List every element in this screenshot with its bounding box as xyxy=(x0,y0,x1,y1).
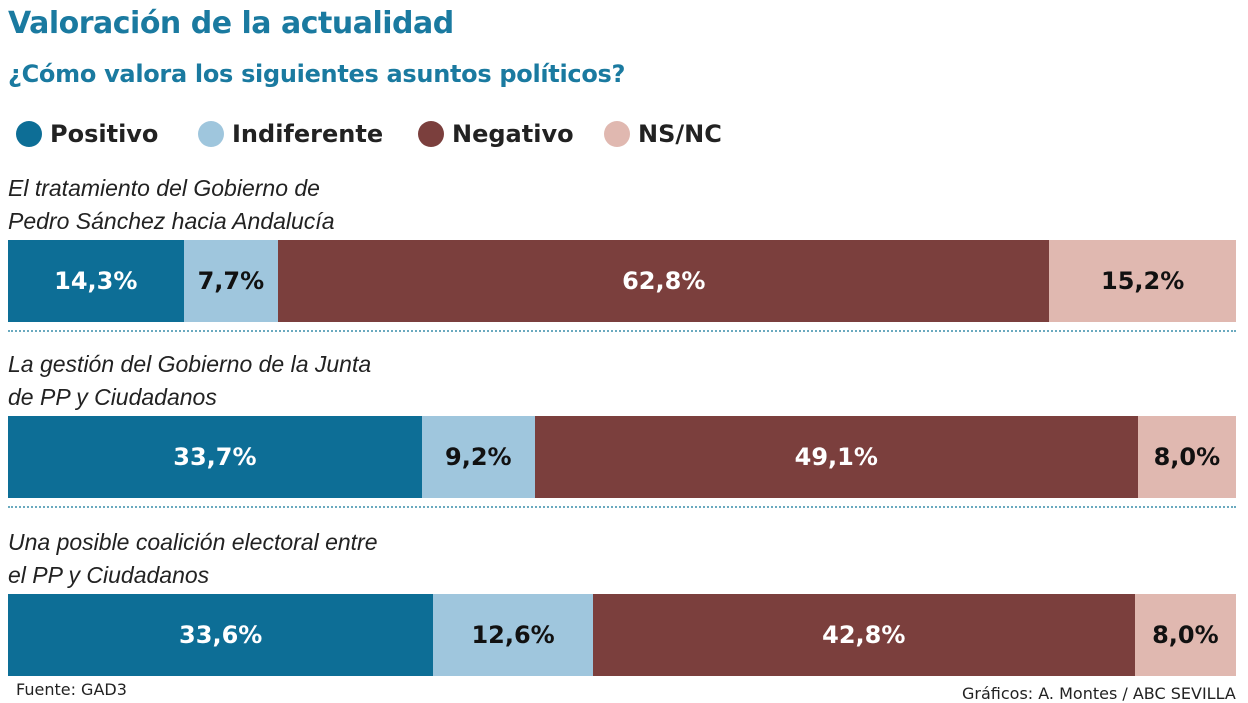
legend-label: NS/NC xyxy=(638,120,722,148)
value-label: 42,8% xyxy=(822,621,906,649)
value-label: 62,8% xyxy=(622,267,706,295)
category-label: Una posible coalición electoral entre el… xyxy=(8,529,378,588)
value-label: 33,6% xyxy=(179,621,263,649)
bar-segment: 14,3% xyxy=(8,240,184,322)
bar-segment: 8,0% xyxy=(1134,594,1236,676)
legend-swatch xyxy=(418,121,444,147)
legend-label: Positivo xyxy=(50,120,159,148)
legend-swatch xyxy=(16,121,42,147)
value-label: 15,2% xyxy=(1101,267,1185,295)
chart-title: Valoración de la actualidad xyxy=(8,6,454,41)
value-label: 33,7% xyxy=(173,443,257,471)
value-label: 8,0% xyxy=(1152,621,1219,649)
legend-label: Negativo xyxy=(452,120,574,148)
category-label: El tratamiento del Gobierno de Pedro Sán… xyxy=(8,175,335,234)
bar-segment: 33,7% xyxy=(8,416,422,498)
bar-segment: 9,2% xyxy=(421,416,535,498)
source: Fuente: GAD3 xyxy=(16,680,127,699)
value-label: 8,0% xyxy=(1153,443,1221,471)
bar-segment: 12,6% xyxy=(433,594,593,676)
bar-segment: 33,6% xyxy=(8,594,434,676)
bar-segment: 42,8% xyxy=(592,594,1135,676)
chart-subtitle: ¿Cómo valora los siguientes asuntos polí… xyxy=(8,60,626,88)
value-label: 12,6% xyxy=(471,621,555,649)
category-label: La gestión del Gobierno de la Junta de P… xyxy=(8,351,372,410)
bar-segment: 49,1% xyxy=(534,416,1138,498)
bar-segment: 8,0% xyxy=(1137,416,1236,498)
value-label: 7,7% xyxy=(197,267,265,295)
legend-item: Negativo xyxy=(418,120,574,148)
legend-item: NS/NC xyxy=(604,120,722,148)
credit: Gráficos: A. Montes / ABC SEVILLA xyxy=(962,684,1236,703)
value-label: 9,2% xyxy=(445,443,512,471)
value-label: 14,3% xyxy=(54,267,138,295)
legend-label: Indiferente xyxy=(232,120,384,148)
bar-segment: 62,8% xyxy=(278,240,1050,322)
legend-swatch xyxy=(198,121,224,147)
legend-swatch xyxy=(604,121,630,147)
value-label: 49,1% xyxy=(794,443,878,471)
separator xyxy=(8,506,1236,508)
separator xyxy=(8,330,1236,332)
legend-item: Positivo xyxy=(16,120,158,148)
bar-segment: 15,2% xyxy=(1049,240,1236,322)
legend-item: Indiferente xyxy=(198,120,383,148)
bar-segment: 7,7% xyxy=(183,240,279,322)
